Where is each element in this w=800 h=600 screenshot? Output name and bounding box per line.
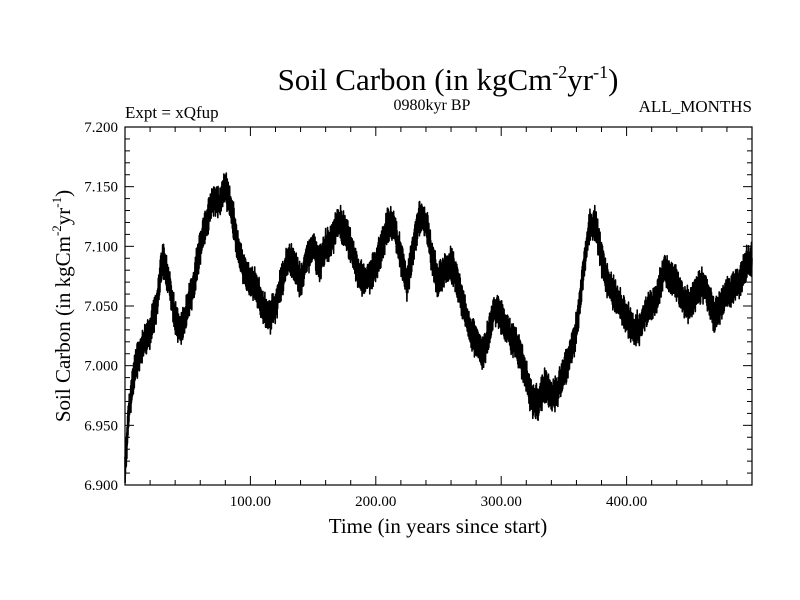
series-group [124, 172, 753, 484]
x-axis-label: Time (in years since start) [329, 514, 548, 538]
y-tick-label: 7.150 [84, 180, 118, 196]
x-tick-label: 200.00 [355, 494, 396, 510]
y-axis-label: Soil Carbon (in kgCm-2yr-1) [49, 190, 75, 422]
series-line [124, 172, 753, 484]
period-label: 0980kyr BP [394, 97, 471, 114]
y-tick-label: 7.200 [84, 120, 118, 136]
y-tick-label: 6.900 [84, 478, 118, 494]
y-tick-label: 6.950 [84, 418, 118, 434]
x-tick-label: 400.00 [606, 494, 647, 510]
x-tick-label: 100.00 [230, 494, 271, 510]
y-tick-label: 7.050 [84, 299, 118, 315]
x-tick-label: 300.00 [481, 494, 522, 510]
months-label: ALL_MONTHS [639, 97, 752, 116]
y-axis-ticks: 6.900 6.950 7.000 7.050 7.100 7.150 7.200 [84, 120, 752, 494]
x-axis-ticks: 100.00 200.00 300.00 400.00 [149, 127, 728, 510]
chart-title: Soil Carbon (in kgCm-2yr-1) [278, 62, 619, 97]
y-tick-label: 7.000 [84, 359, 118, 375]
experiment-label: Expt = xQfup [125, 103, 219, 122]
y-tick-label: 7.100 [84, 239, 118, 255]
